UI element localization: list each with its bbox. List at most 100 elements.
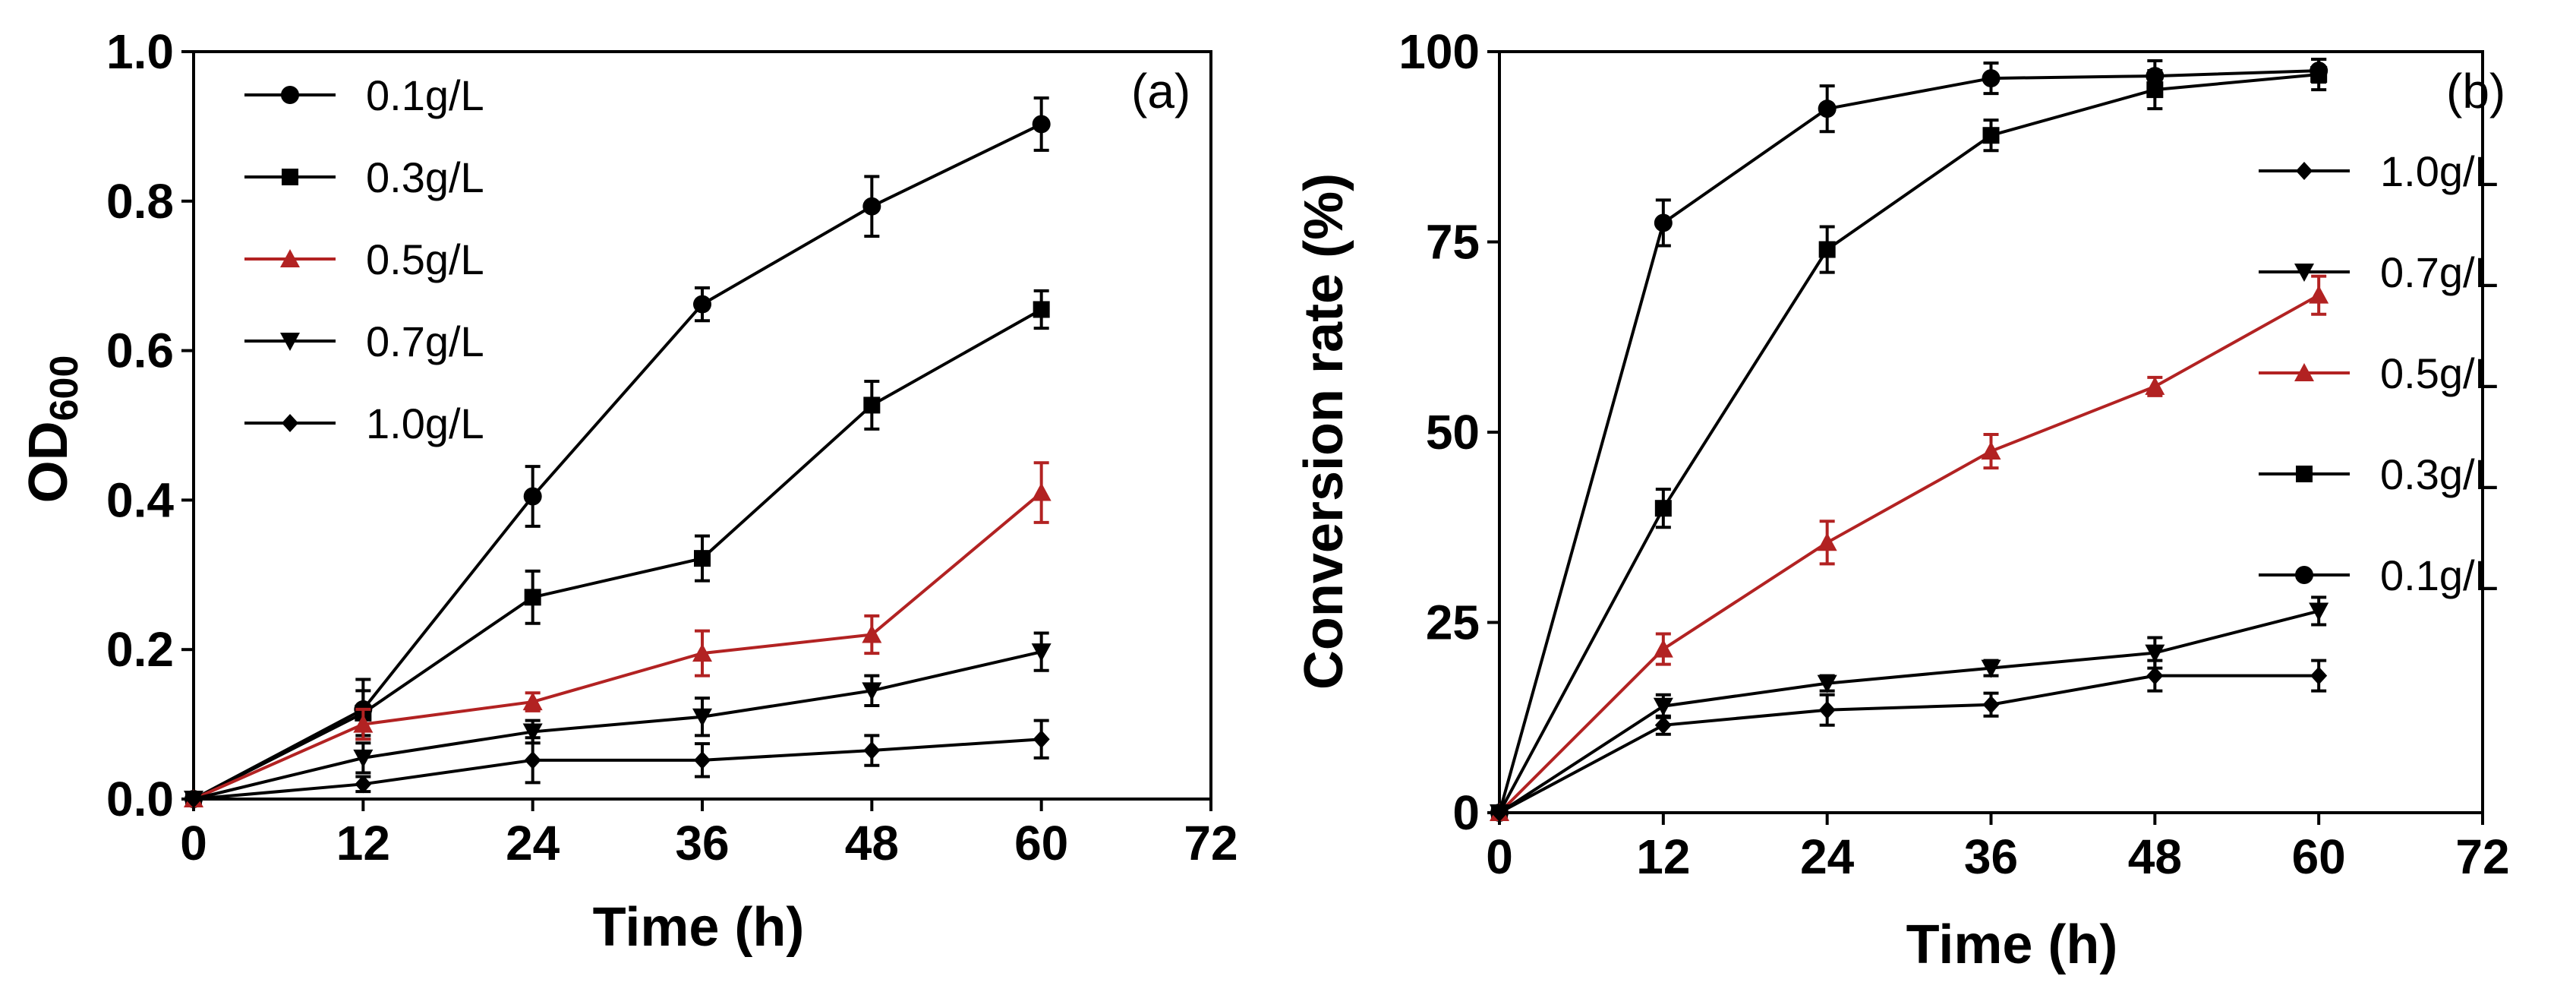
legend-item-0-7g-l: 0.7g/L [244,317,484,365]
series-line-0-5g-l-a [193,491,1042,801]
y-tick-label-b: 0 [1452,785,1480,840]
x-tick-label-b: 60 [2292,829,2346,884]
legend-item-0-5g-l: 0.5g/L [244,235,484,283]
data-point-0-7g-l [1981,659,2001,678]
y-tick-label-b: 25 [1426,595,1480,650]
data-point-1-0g-l [355,775,372,794]
plot-frame-a [192,50,1212,801]
data-point-1-0g-l [863,741,881,760]
legend-item-0-3g-l: 0.3g/L [2259,450,2499,498]
data-point-1-0g-l [2146,666,2164,685]
legend-label: 0.5g/L [366,235,484,283]
data-point-0-5g-l [2145,376,2165,395]
legend-marker [2296,162,2313,180]
data-point-1-0g-l [1033,730,1050,749]
data-point-0-1g-l [862,197,881,216]
data-point-1-0g-l [185,790,202,808]
legend-label: 0.5g/L [2380,349,2499,397]
y-tick-label-b: 100 [1398,24,1480,79]
series-1-0g-l-b [1491,659,2328,822]
data-point-0-1g-l [1654,213,1673,232]
data-point-0-1g-l [1982,69,2001,88]
legend-label: 1.0g/L [2380,147,2499,195]
x-tick-label-b: 12 [1636,829,1690,884]
data-point-0-7g-l [862,682,882,701]
x-axis-title-a: Time (h) [593,897,805,958]
series-0-5g-l-a [184,461,1052,807]
series-0-3g-l-b [1491,58,2328,821]
plot-area-b: 0 12 24 36 48 60 72 0 25 50 75 100 1.0g/L 0.7g/L 0.5g/… [1398,24,2509,884]
data-point-1-0g-l [1654,715,1672,734]
data-point-0-5g-l [692,643,712,662]
legend-item-0-1g-l: 0.1g/L [244,71,484,119]
legend-marker [2294,264,2314,282]
series-0-7g-l-a [184,631,1052,809]
legend-a: 0.1g/L 0.3g/L 0.5g/L 0.7g/L 1.0g/L [244,71,484,447]
y-tick-label-a: 0.8 [106,174,174,229]
data-point-0-3g-l [1982,127,2000,144]
x-tick-label-b: 24 [1800,829,1855,884]
data-point-0-3g-l [1033,301,1050,318]
y-tick-label-a: 1.0 [106,24,174,79]
data-point-1-0g-l [694,750,711,769]
plot-area-a: 0 12 24 36 48 60 72 0.0 0.2 0.4 0.6 0.8 1.0 0.1g/L 0.3… [106,24,1238,870]
panel-label-a: (a) [1131,64,1190,118]
y-tick-label-a: 0.2 [106,622,174,677]
series-1-0g-l-a [185,719,1050,808]
series-line-0-5g-l-b [1498,293,2320,814]
data-point-0-3g-l [1818,241,1836,258]
data-point-0-1g-l [1818,100,1837,118]
series-line-0-1g-l-b [1498,69,2319,813]
data-point-1-0g-l [1818,700,1836,719]
svg-text:OD600: OD600 [18,355,87,504]
data-point-0-7g-l [1653,697,1673,716]
data-point-0-3g-l [863,396,881,414]
data-point-0-5g-l [862,624,882,643]
y-tick-label-b: 75 [1426,215,1480,270]
series-line-0-3g-l-a [193,308,1042,801]
data-point-0-7g-l [2145,644,2165,663]
data-point-0-3g-l [694,550,711,567]
series-line-0-7g-l-b [1498,609,2319,814]
data-point-0-7g-l [2309,602,2329,621]
data-point-0-5g-l [353,714,374,733]
legend-label: 0.1g/L [2380,551,2499,599]
legend-marker [2296,466,2313,482]
x-axis-title-b: Time (h) [1906,914,2118,975]
legend-b: 1.0g/L 0.7g/L 0.5g/L 0.3g/L 0.1g/L [2259,147,2499,599]
data-point-1-0g-l [1491,804,1508,822]
series-line-0-7g-l-a [193,650,1042,801]
data-point-1-0g-l [524,750,541,769]
legend-item-1-0g-l: 1.0g/L [244,400,484,447]
series-line-1-0g-l-a [193,738,1042,801]
series-0-1g-l-a [184,96,1051,808]
panel-label-b: (b) [2446,64,2505,118]
legend-label: 0.3g/L [366,153,484,201]
legend-item-0-1g-l: 0.1g/L [2259,551,2499,599]
data-point-0-1g-l [1032,115,1051,134]
data-point-0-5g-l [1653,639,1673,658]
series-0-7g-l-b [1490,595,2329,823]
x-tick-label-b: 72 [2455,829,2509,884]
data-point-0-1g-l [693,295,711,314]
chart-panel-a: 0 12 24 36 48 60 72 0.0 0.2 0.4 0.6 0.8 1.0 0.1g/L 0.3… [18,24,1238,958]
series-line-1-0g-l-b [1499,674,2319,814]
data-point-1-0g-l [1982,695,2000,714]
x-tick-label-a: 0 [180,816,207,870]
legend-item-0-3g-l: 0.3g/L [244,153,484,201]
chart-panel-b: 0 12 24 36 48 60 72 0 25 50 75 100 1.0g/L 0.7g/L 0.5g/… [1294,24,2510,975]
x-tick-label-a: 36 [675,816,729,870]
x-tick-label-a: 24 [506,816,560,870]
y-axis-title-b: Conversion rate (%) [1294,173,1354,690]
x-tick-label-a: 60 [1014,816,1068,870]
data-point-0-7g-l [353,749,374,768]
data-point-0-3g-l [2146,81,2164,99]
x-tick-label-b: 0 [1486,829,1513,884]
legend-marker [2294,363,2314,381]
data-point-0-5g-l [2309,285,2329,304]
data-point-0-7g-l [692,708,712,727]
data-point-0-3g-l [2310,66,2328,84]
series-line-0-1g-l-a [193,122,1042,801]
legend-marker [282,169,298,185]
legend-marker [280,333,300,351]
